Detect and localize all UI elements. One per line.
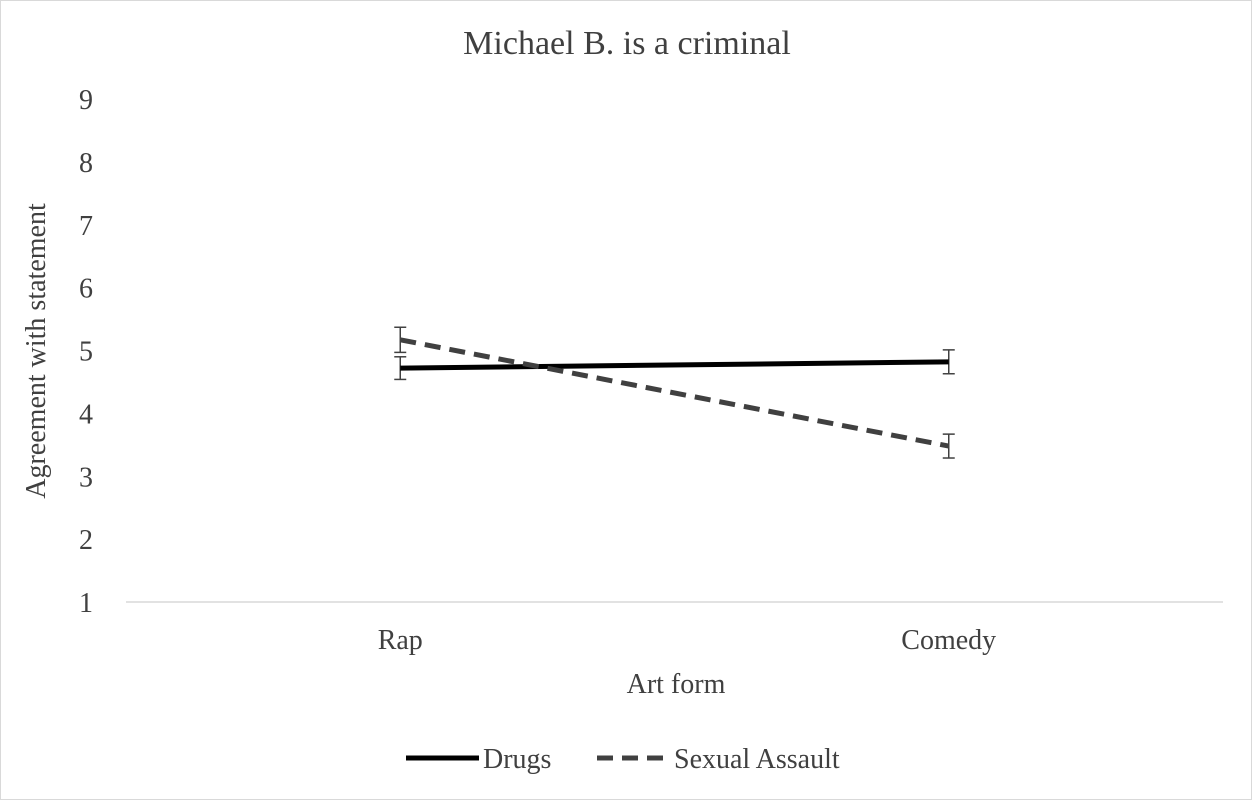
series-layer xyxy=(394,326,955,459)
series-drugs xyxy=(394,349,955,381)
series-sexual-assault xyxy=(394,326,955,459)
y-tick-label: 2 xyxy=(79,525,93,556)
y-tick-label: 9 xyxy=(79,85,93,116)
y-axis-title: Agreement with statement xyxy=(21,203,52,499)
chart-title: Michael B. is a criminal xyxy=(463,25,791,62)
x-tick-label: Rap xyxy=(378,625,423,656)
x-axis-title: Art form xyxy=(627,669,726,700)
y-tick-label: 5 xyxy=(79,337,93,368)
y-tick-label: 3 xyxy=(79,462,93,493)
y-axis-ticks: 1 2 3 4 5 6 7 8 9 xyxy=(79,85,93,619)
x-tick-label: Comedy xyxy=(901,625,996,656)
legend-label: Drugs xyxy=(483,744,551,775)
y-tick-label: 7 xyxy=(79,211,93,242)
y-tick-label: 1 xyxy=(79,588,93,619)
x-axis-ticks: Rap Comedy xyxy=(378,625,997,656)
series-line xyxy=(400,359,949,371)
y-tick-label: 8 xyxy=(79,148,93,179)
y-tick-label: 4 xyxy=(79,399,93,430)
series-line xyxy=(399,337,950,449)
legend-label: Sexual Assault xyxy=(674,744,840,775)
y-tick-label: 6 xyxy=(79,274,93,305)
legend: Drugs Sexual Assault xyxy=(406,744,840,775)
